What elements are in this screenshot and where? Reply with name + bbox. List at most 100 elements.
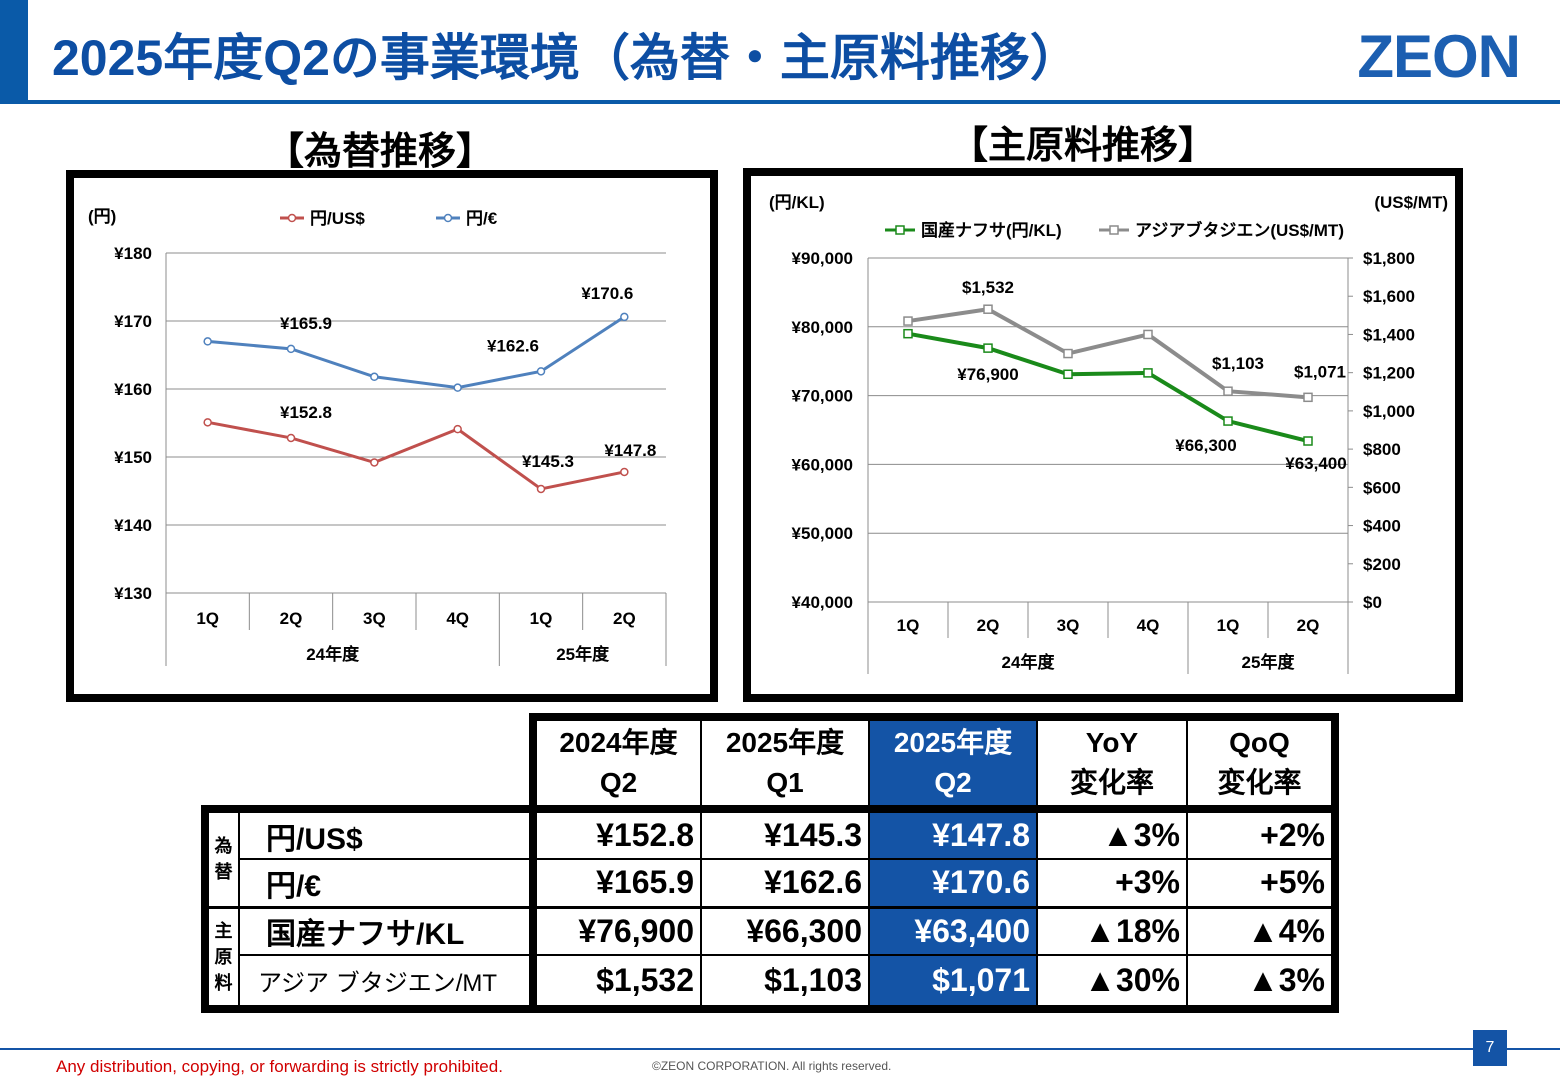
fx-section-title: 【為替推移】 (266, 131, 495, 173)
cell: $1,103 (700, 954, 869, 1013)
data-label: ¥170.6 (581, 284, 633, 303)
page-number: 7 (1473, 1030, 1507, 1066)
data-point (203, 418, 212, 427)
series-line (207, 315, 626, 390)
data-point (1303, 392, 1313, 403)
data-point (1143, 368, 1153, 378)
data-point (983, 343, 993, 353)
y-tick-label-left: ¥90,000 (792, 249, 853, 268)
table-row: アジア ブタジエン/MT $1,532 $1,103 $1,071 ▲30% ▲… (205, 954, 1339, 1013)
footer-warning: Any distribution, copying, or forwarding… (56, 1057, 503, 1076)
data-point (1063, 348, 1073, 359)
data-point (370, 372, 379, 382)
x-group-label: 24年度 (306, 644, 360, 664)
cell-highlight: $1,071 (868, 954, 1037, 1013)
y-tick-label-left: ¥80,000 (792, 318, 853, 337)
data-point (1223, 416, 1233, 426)
data-point (620, 312, 629, 322)
data-point (1143, 329, 1153, 340)
data-point (1303, 436, 1313, 446)
y-tick-label-right: $200 (1363, 555, 1401, 574)
group-fx: 為替 (201, 805, 239, 909)
cell: ¥66,300 (700, 905, 869, 955)
y-tick-label: ¥160 (114, 380, 152, 399)
cell: ¥145.3 (700, 805, 869, 859)
row-label-naphtha: 国産ナフサ/KL (238, 905, 533, 955)
y-tick-label: ¥150 (114, 448, 152, 467)
x-tick-label: 2Q (613, 609, 636, 628)
x-group-label: 25年度 (1242, 652, 1296, 672)
data-label: $1,071 (1294, 362, 1346, 381)
legend-marker (1109, 225, 1119, 235)
cell-highlight: ¥63,400 (868, 905, 1037, 955)
data-label: ¥66,300 (1175, 436, 1236, 455)
header-yoy: YoY 変化率 (1036, 713, 1187, 809)
data-label: $1,103 (1212, 354, 1264, 373)
cell: ▲3% (1186, 954, 1339, 1013)
row-label-eur: 円/€ (238, 858, 533, 907)
header-2024q2: 2024年度 Q2 (529, 713, 701, 809)
cell: $1,532 (529, 954, 701, 1013)
x-tick-label: 1Q (530, 609, 553, 628)
series-line (907, 307, 1309, 400)
x-group-label: 24年度 (1002, 652, 1056, 672)
y-tick-label-right: $1,200 (1363, 364, 1415, 383)
header-qoq: QoQ 変化率 (1186, 713, 1339, 809)
title-rule (0, 100, 1560, 104)
group-material: 主原料 (201, 906, 239, 1013)
legend-label: 国産ナフサ(円/KL) (921, 220, 1062, 240)
y-axis-unit: (円) (88, 207, 116, 226)
cell: +3% (1036, 858, 1187, 907)
x-tick-label: 1Q (196, 609, 219, 628)
y-tick-label-right: $0 (1363, 593, 1382, 612)
y-tick-label: ¥140 (114, 516, 152, 535)
legend-marker (895, 225, 905, 235)
data-label: ¥147.8 (604, 441, 656, 460)
cell: ¥162.6 (700, 858, 869, 907)
footer-copyright: ©ZEON CORPORATION. All rights reserved. (652, 1059, 892, 1073)
cell-highlight: ¥147.8 (868, 805, 1037, 859)
data-label: ¥145.3 (522, 452, 574, 471)
x-tick-label: 2Q (1297, 616, 1320, 635)
header-2025q1: 2025年度 Q1 (700, 713, 869, 809)
data-label: $1,532 (962, 278, 1014, 297)
legend-marker (443, 213, 453, 223)
data-point (286, 344, 296, 354)
data-point (903, 328, 913, 339)
legend-label: 円/US$ (310, 209, 365, 228)
y-tick-label-right: $1,800 (1363, 249, 1415, 268)
x-tick-label: 1Q (897, 616, 920, 635)
y-tick-label: ¥180 (114, 244, 152, 263)
legend-marker (287, 213, 297, 223)
x-tick-label: 4Q (1137, 616, 1160, 635)
y-tick-label-right: $400 (1363, 517, 1401, 536)
title-accent-bar (0, 0, 28, 104)
data-label: ¥162.6 (487, 336, 539, 355)
y-tick-label-right: $1,600 (1363, 287, 1415, 306)
data-point (453, 383, 462, 392)
data-point (983, 304, 993, 314)
y-tick-label-left: ¥50,000 (792, 524, 853, 543)
y-tick-label-right: $600 (1363, 478, 1401, 497)
y-tick-label-left: ¥40,000 (792, 593, 853, 612)
data-point (536, 367, 546, 376)
cell: ▲4% (1186, 905, 1339, 955)
x-tick-label: 1Q (1217, 616, 1240, 635)
data-label: ¥165.9 (280, 314, 332, 333)
material-section-title: 【主原料推移】 (950, 125, 1217, 167)
y-tick-label-right: $800 (1363, 440, 1401, 459)
zeon-logo: ZEON (1357, 23, 1521, 90)
x-tick-label: 2Q (977, 616, 1000, 635)
table-header-row: 2024年度 Q2 2025年度 Q1 2025年度 Q2 YoY 変化率 QoQ 変化率 (205, 713, 1339, 809)
data-point (620, 467, 629, 477)
cell: ▲3% (1036, 805, 1187, 859)
x-group-label: 25年度 (556, 644, 610, 664)
cell: +2% (1186, 805, 1339, 859)
x-tick-label: 4Q (446, 609, 469, 628)
table-row: 円/€ ¥165.9 ¥162.6 ¥170.6 +3% +5% (205, 858, 1339, 907)
data-point (453, 424, 462, 434)
table-row: 為替 円/US$ ¥152.8 ¥145.3 ¥147.8 ▲3% +2% (201, 805, 1339, 909)
y-axis-unit-right: (US$/MT) (1374, 193, 1448, 212)
series-line (907, 331, 1309, 443)
